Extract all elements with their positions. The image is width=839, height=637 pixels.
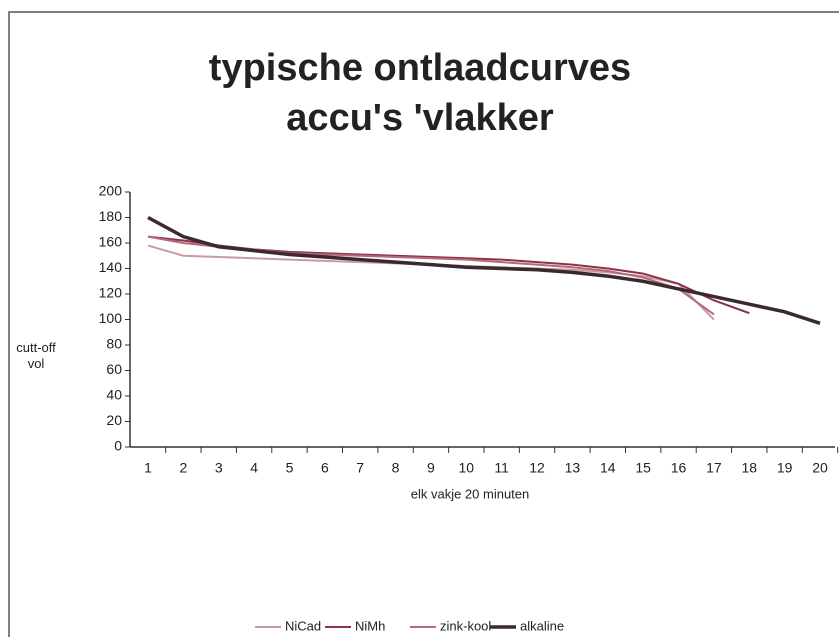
- legend-label: NiMh: [355, 618, 385, 633]
- y-tick-label: 200: [99, 183, 123, 199]
- x-tick-label: 16: [671, 460, 687, 476]
- x-tick-label: 7: [356, 460, 364, 476]
- legend-label: zink-kool: [440, 618, 491, 633]
- y-tick-label: 140: [99, 259, 123, 275]
- legend-label: NiCad: [285, 618, 321, 633]
- y-tick-label: 0: [114, 438, 122, 454]
- x-tick-label: 14: [600, 460, 616, 476]
- x-tick-label: 17: [706, 460, 722, 476]
- series-line: [147, 215, 821, 325]
- y-tick-label: 40: [106, 387, 122, 403]
- y-tick-label: 80: [106, 336, 122, 352]
- x-tick-label: 19: [777, 460, 793, 476]
- y-tick-label: 60: [106, 361, 122, 377]
- chart-title: typische ontlaadcurves: [209, 47, 631, 89]
- x-tick-label: 18: [741, 460, 757, 476]
- x-tick-label: 1: [144, 460, 152, 476]
- x-tick-label: 15: [635, 460, 651, 476]
- x-tick-label: 20: [812, 460, 828, 476]
- x-tick-label: 10: [459, 460, 475, 476]
- y-tick-label: 100: [99, 310, 123, 326]
- x-tick-label: 8: [392, 460, 400, 476]
- x-tick-label: 12: [529, 460, 545, 476]
- x-tick-label: 5: [286, 460, 294, 476]
- x-tick-label: 4: [250, 460, 258, 476]
- x-axis-label: elk vakje 20 minuten: [411, 486, 530, 501]
- x-tick-label: 2: [179, 460, 187, 476]
- y-tick-label: 180: [99, 208, 123, 224]
- x-tick-label: 13: [565, 460, 581, 476]
- y-tick-label: 120: [99, 285, 123, 301]
- y-tick-label: 20: [106, 412, 122, 428]
- x-tick-label: 6: [321, 460, 329, 476]
- x-tick-label: 9: [427, 460, 435, 476]
- y-axis-label: cutt-off vol: [16, 340, 56, 371]
- y-tick-label: 160: [99, 234, 123, 250]
- x-tick-label: 11: [494, 460, 509, 476]
- chart-subtitle: accu's 'vlakker: [286, 97, 554, 139]
- x-tick-label: 3: [215, 460, 223, 476]
- frame: [8, 11, 839, 637]
- legend-label: alkaline: [520, 618, 564, 633]
